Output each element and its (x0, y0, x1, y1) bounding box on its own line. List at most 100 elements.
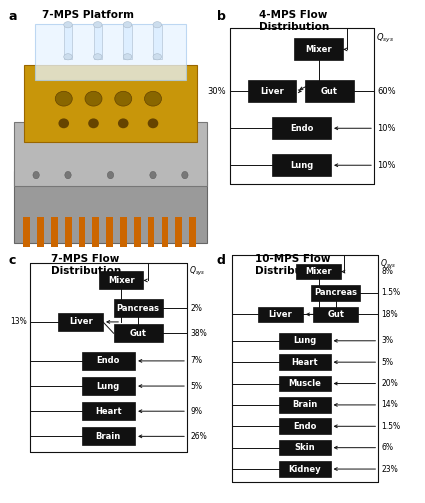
Bar (162, 217, 168, 246)
Ellipse shape (123, 22, 132, 28)
FancyBboxPatch shape (311, 285, 360, 301)
Text: Mixer: Mixer (306, 267, 332, 276)
Text: Pancreas: Pancreas (116, 304, 160, 312)
Bar (120, 217, 127, 246)
Text: 8%: 8% (382, 267, 393, 276)
FancyBboxPatch shape (14, 172, 207, 243)
Bar (93, 217, 99, 246)
Text: 30%: 30% (208, 87, 226, 96)
Ellipse shape (123, 54, 132, 60)
Text: Lung: Lung (290, 161, 313, 170)
Bar (230, 29, 374, 184)
FancyBboxPatch shape (294, 38, 343, 60)
Ellipse shape (94, 54, 102, 60)
Text: 38%: 38% (190, 329, 207, 338)
Ellipse shape (148, 118, 158, 128)
FancyBboxPatch shape (305, 80, 354, 103)
FancyBboxPatch shape (247, 80, 296, 103)
Ellipse shape (59, 118, 69, 128)
Text: $Q_{sys}$: $Q_{sys}$ (380, 258, 397, 271)
Text: Pancreas: Pancreas (314, 289, 357, 297)
Ellipse shape (153, 54, 162, 60)
Bar (51, 217, 58, 246)
Text: Brain: Brain (96, 432, 121, 441)
FancyBboxPatch shape (279, 461, 331, 477)
Circle shape (181, 172, 188, 179)
Text: Brain: Brain (292, 400, 317, 409)
Text: 26%: 26% (190, 432, 207, 441)
FancyBboxPatch shape (279, 440, 331, 456)
Circle shape (33, 132, 39, 139)
FancyBboxPatch shape (279, 376, 331, 391)
Text: 6%: 6% (382, 443, 394, 452)
Text: 14%: 14% (382, 400, 398, 409)
Bar (175, 217, 182, 246)
Text: Lung: Lung (97, 382, 120, 390)
FancyBboxPatch shape (258, 306, 303, 322)
Text: Liver: Liver (260, 87, 284, 96)
FancyBboxPatch shape (272, 117, 331, 139)
Bar (134, 217, 141, 246)
Text: 10%: 10% (377, 124, 396, 133)
FancyBboxPatch shape (82, 402, 135, 421)
Circle shape (181, 132, 188, 139)
Text: Endo: Endo (290, 124, 313, 133)
Bar (148, 217, 155, 246)
Circle shape (150, 172, 156, 179)
Ellipse shape (88, 118, 99, 128)
Bar (64, 25, 72, 59)
Ellipse shape (85, 92, 102, 106)
FancyBboxPatch shape (113, 324, 163, 342)
Text: d: d (217, 254, 226, 267)
Ellipse shape (118, 118, 128, 128)
FancyBboxPatch shape (82, 352, 135, 370)
Circle shape (107, 132, 113, 139)
FancyBboxPatch shape (313, 306, 358, 322)
Bar (153, 25, 162, 59)
Ellipse shape (115, 92, 132, 106)
Text: c: c (8, 254, 16, 267)
FancyBboxPatch shape (279, 397, 331, 412)
Text: $Q_{sys}$: $Q_{sys}$ (376, 32, 394, 45)
Text: 23%: 23% (382, 465, 398, 473)
Text: Gut: Gut (130, 329, 147, 338)
Bar (123, 25, 132, 59)
Ellipse shape (64, 54, 72, 60)
FancyBboxPatch shape (99, 272, 144, 290)
FancyBboxPatch shape (279, 354, 331, 370)
Bar (30, 263, 187, 452)
Text: Mixer: Mixer (306, 45, 332, 54)
Text: 10%: 10% (377, 161, 396, 170)
Ellipse shape (64, 22, 72, 28)
Text: a: a (8, 10, 17, 23)
Text: Liver: Liver (69, 317, 93, 326)
Ellipse shape (55, 92, 72, 106)
FancyBboxPatch shape (296, 264, 341, 280)
FancyBboxPatch shape (279, 333, 331, 349)
Text: 5%: 5% (190, 382, 202, 390)
FancyBboxPatch shape (272, 154, 331, 177)
Text: 5%: 5% (382, 358, 394, 367)
Text: Muscle: Muscle (289, 379, 321, 388)
FancyBboxPatch shape (14, 122, 207, 186)
FancyBboxPatch shape (24, 65, 196, 142)
Text: $Q_{sys}$: $Q_{sys}$ (189, 265, 206, 278)
FancyBboxPatch shape (35, 24, 186, 80)
Text: 1.5%: 1.5% (382, 289, 400, 297)
Bar (23, 217, 30, 246)
Text: 2%: 2% (190, 304, 202, 312)
Text: 7%: 7% (190, 357, 202, 365)
Bar (106, 217, 113, 246)
FancyBboxPatch shape (279, 418, 331, 434)
Text: Gut: Gut (321, 87, 338, 96)
Text: Liver: Liver (269, 310, 292, 319)
Bar (37, 217, 44, 246)
Text: Heart: Heart (95, 407, 122, 415)
Text: 13%: 13% (10, 317, 26, 326)
Text: Mixer: Mixer (108, 276, 134, 285)
Bar (189, 217, 196, 246)
Bar (232, 255, 378, 482)
Bar (65, 217, 71, 246)
FancyBboxPatch shape (82, 428, 135, 446)
Ellipse shape (153, 22, 162, 28)
